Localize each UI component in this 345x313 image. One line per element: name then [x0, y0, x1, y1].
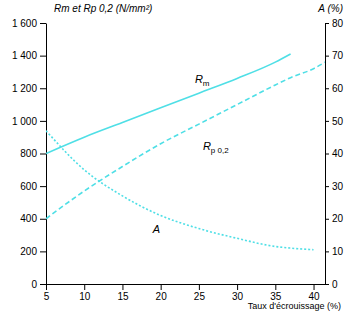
tick-mark [40, 88, 46, 89]
tick-mark [122, 284, 123, 290]
tick-mark [325, 56, 329, 57]
series-line [46, 54, 291, 154]
series-line [46, 62, 325, 219]
tick-label: 800 [20, 148, 37, 159]
tick-label: 10 [79, 291, 91, 302]
tick-label: 30 [232, 291, 244, 302]
tick-label: 10 [332, 246, 344, 257]
axis-line [326, 24, 330, 285]
tick-mark [199, 284, 200, 290]
tick: 600 [20, 181, 46, 192]
series-label: Rp 0,2 [203, 140, 229, 155]
tick: 1 000 [12, 116, 46, 127]
x-axis: 5 10 15 20 25 30 35 40 [44, 284, 326, 302]
tick-mark [40, 284, 46, 285]
tick-label: 0 [31, 279, 37, 290]
tick-label: 20 [156, 291, 168, 302]
tick: 50 [325, 116, 344, 127]
tick-label: 400 [20, 213, 37, 224]
tick: 80 [325, 18, 344, 29]
tick-label: 1 600 [12, 18, 37, 29]
tick-label: 0 [332, 279, 338, 290]
tick-mark [40, 154, 46, 155]
tick-label: 1 000 [12, 116, 37, 127]
tick: 800 [20, 148, 46, 159]
series-line [46, 131, 314, 250]
tick-label: 15 [117, 291, 129, 302]
tick-mark [325, 88, 329, 89]
tick-label: 1 200 [12, 83, 37, 94]
tick: 20 [156, 284, 168, 302]
tick: 10 [79, 284, 91, 302]
tick: 40 [308, 284, 320, 302]
tick-mark [325, 186, 329, 187]
tick: 400 [20, 213, 46, 224]
tick-mark [237, 284, 238, 290]
tick: 0 [31, 279, 46, 290]
tick-mark [40, 56, 46, 57]
tick-label: 25 [194, 291, 206, 302]
tick: 70 [325, 50, 344, 61]
tick-label: 20 [332, 213, 344, 224]
y2-axis: 0 10 20 30 40 50 60 70 80 [325, 18, 344, 290]
tick: 1 400 [12, 50, 46, 61]
tick: 0 [325, 279, 338, 290]
tick-mark [325, 219, 329, 220]
tick: 30 [232, 284, 244, 302]
tick-label: 1 400 [12, 50, 37, 61]
tick-mark [40, 219, 46, 220]
tick-mark [325, 121, 329, 122]
tick: 200 [20, 246, 46, 257]
tick-label: 200 [20, 246, 37, 257]
tick: 35 [270, 284, 282, 302]
tick: 15 [117, 284, 129, 302]
tick-mark [275, 284, 276, 290]
tick-label: 70 [332, 50, 344, 61]
tick-mark [40, 186, 46, 187]
series-label: A [152, 223, 160, 235]
tick: 5 [44, 284, 50, 302]
tick-mark [325, 284, 329, 285]
tick: 1 600 [12, 18, 46, 29]
series-label: Rm [195, 73, 210, 88]
tick: 60 [325, 83, 344, 94]
tick: 20 [325, 213, 344, 224]
plot-area [46, 54, 325, 250]
tick-mark [84, 284, 85, 290]
tick: 25 [194, 284, 206, 302]
axis-line [47, 284, 326, 285]
x-axis-title: Taux d'écrouissage (%) [248, 301, 341, 311]
tick-mark [40, 23, 46, 24]
y-axis: 0 200 400 600 800 1 000 1 200 1 400 1 600 [12, 18, 47, 290]
tick-mark [325, 23, 329, 24]
tick: 30 [325, 181, 344, 192]
tick-label: 600 [20, 181, 37, 192]
tick-mark [40, 121, 46, 122]
tick-label: 60 [332, 83, 344, 94]
y-axis-title: Rm et Rp 0,2 (N/mm²) [54, 3, 152, 14]
tick-label: 50 [332, 116, 344, 127]
tick-mark [161, 284, 162, 290]
tick-label: 30 [332, 181, 344, 192]
tick-mark [314, 284, 315, 290]
tick: 40 [325, 148, 344, 159]
tick-label: 5 [44, 291, 50, 302]
tick-mark [46, 284, 47, 290]
y2-axis-title: A (%) [317, 3, 343, 14]
tick-mark [325, 251, 329, 252]
tick-mark [40, 251, 46, 252]
tick-label: 40 [332, 148, 344, 159]
chart: 51015202530354002004006008001 0001 2001 … [0, 0, 345, 313]
tick-label: 80 [332, 18, 344, 29]
tick: 10 [325, 246, 344, 257]
tick: 1 200 [12, 83, 46, 94]
tick-mark [325, 154, 329, 155]
